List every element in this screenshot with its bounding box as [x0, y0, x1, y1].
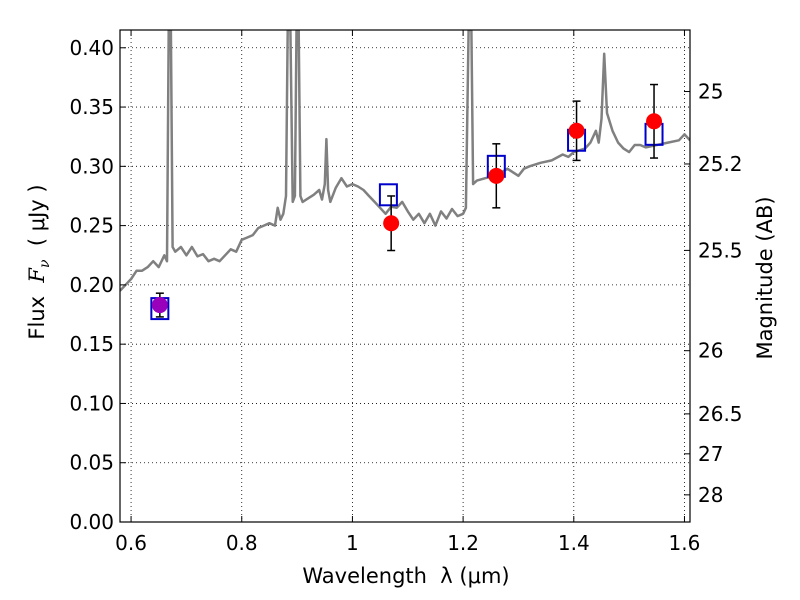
y-tick-label: 0.30 — [69, 154, 114, 178]
observed-point — [383, 215, 400, 232]
x-tick-label: 1.4 — [558, 531, 590, 555]
y-tick-label: 0.15 — [69, 332, 114, 356]
y2-tick-label: 26 — [698, 339, 723, 363]
y2-tick-label: 25.2 — [698, 152, 743, 176]
observed-point — [488, 167, 505, 184]
observed-point — [646, 113, 663, 130]
y-tick-label: 0.35 — [69, 95, 114, 119]
x-tick-label: 1.6 — [669, 531, 701, 555]
y-tick-label: 0.20 — [69, 273, 114, 297]
y2-tick-label: 25 — [698, 80, 723, 104]
y-tick-label: 0.00 — [69, 510, 114, 534]
x-tick-label: 1 — [346, 531, 359, 555]
y2-tick-label: 28 — [698, 483, 723, 507]
y-tick-label: 0.05 — [69, 451, 114, 475]
axes: 0.6 0.8 1 1.2 1.4 1.6 0.00 0.05 0.10 0.15 0.20 0.25… — [69, 30, 743, 555]
y-tick-label: 0.25 — [69, 214, 114, 238]
x-tick-label: 1.2 — [447, 531, 479, 555]
model-square — [378, 183, 398, 207]
observed-point — [568, 122, 585, 139]
x-tick-label: 0.6 — [115, 531, 147, 555]
plot-area — [120, 30, 690, 321]
y2-tick-label: 26.5 — [698, 402, 743, 426]
y2-tick-label: 25.5 — [698, 238, 743, 262]
y-tick-label: 0.40 — [69, 36, 114, 60]
x-axis-label: Wavelength λ (μm) — [302, 564, 509, 588]
y2-axis-label: Magnitude (AB) — [753, 196, 777, 359]
x-tick-label: 0.8 — [226, 531, 258, 555]
spectrum-line — [120, 30, 690, 292]
y-tick-label: 0.10 — [69, 391, 114, 415]
y-axis-label: Flux Fν ( μJy ) — [25, 184, 53, 339]
y2-tick-label: 27 — [698, 442, 723, 466]
plot-frame — [119, 29, 691, 523]
observed-point — [151, 297, 168, 314]
